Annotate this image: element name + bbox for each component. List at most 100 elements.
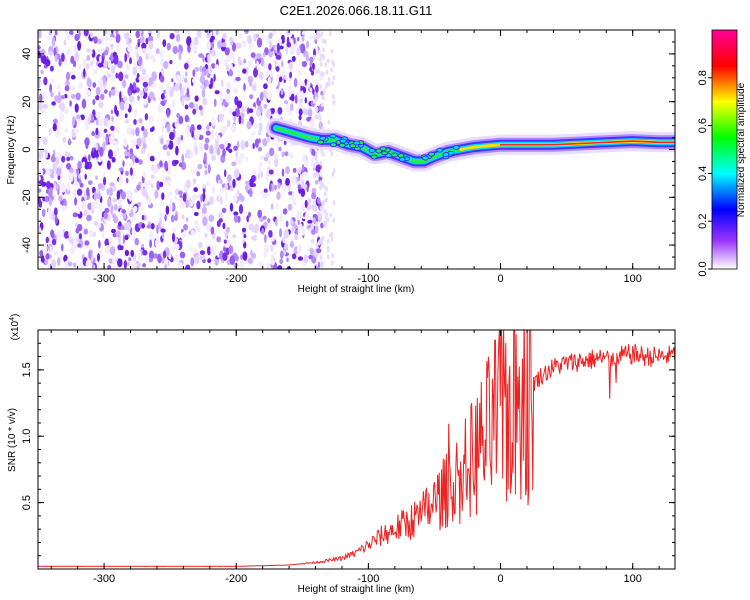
noise-speckle bbox=[260, 170, 264, 179]
noise-speckle bbox=[196, 124, 202, 130]
noise-speckle bbox=[251, 223, 254, 233]
noise-speckle bbox=[66, 182, 71, 192]
noise-speckle bbox=[160, 49, 164, 60]
noise-speckle bbox=[84, 137, 90, 147]
noise-speckle bbox=[45, 59, 51, 67]
noise-speckle bbox=[115, 110, 119, 117]
noise-speckle bbox=[87, 180, 93, 186]
noise-speckle bbox=[280, 70, 285, 78]
noise-speckle bbox=[225, 81, 232, 89]
noise-speckle bbox=[159, 85, 163, 91]
x-tick-label: 0 bbox=[497, 573, 503, 585]
noise-speckle bbox=[222, 252, 228, 261]
noise-speckle bbox=[147, 49, 151, 58]
noise-speckle bbox=[86, 214, 92, 222]
noise-speckle bbox=[198, 142, 205, 152]
noise-speckle bbox=[267, 218, 271, 223]
noise-speckle bbox=[243, 58, 246, 64]
x-tick-label: -100 bbox=[357, 573, 379, 585]
noise-speckle bbox=[330, 151, 334, 157]
noise-speckle bbox=[158, 190, 161, 200]
noise-speckle bbox=[85, 122, 89, 130]
noise-speckle bbox=[136, 52, 140, 61]
noise-speckle bbox=[118, 221, 122, 227]
noise-speckle bbox=[330, 236, 334, 242]
noise-speckle bbox=[164, 214, 167, 222]
noise-speckle bbox=[252, 142, 255, 149]
colorbar-tick-label: 0.8 bbox=[697, 70, 709, 85]
noise-speckle bbox=[181, 153, 184, 163]
noise-speckle bbox=[210, 118, 216, 127]
noise-speckle bbox=[129, 167, 133, 176]
spectrogram-x-label: Height of straight line (km) bbox=[298, 284, 415, 295]
noise-speckle bbox=[149, 155, 155, 161]
noise-speckle bbox=[263, 61, 267, 70]
noise-speckle bbox=[278, 45, 284, 50]
noise-speckle bbox=[86, 48, 92, 53]
noise-speckle bbox=[92, 264, 96, 269]
noise-speckle bbox=[176, 262, 183, 268]
noise-speckle bbox=[51, 101, 56, 106]
noise-speckle bbox=[116, 190, 121, 201]
noise-speckle bbox=[50, 78, 55, 84]
noise-speckle bbox=[148, 40, 154, 50]
noise-speckle bbox=[186, 87, 190, 98]
noise-speckle bbox=[251, 131, 255, 136]
noise-speckle bbox=[309, 34, 315, 40]
noise-speckle bbox=[105, 136, 109, 146]
noise-speckle bbox=[146, 224, 152, 229]
noise-speckle bbox=[124, 53, 128, 63]
noise-speckle bbox=[287, 203, 293, 211]
snr-multiplier-exponent: 4 bbox=[9, 317, 16, 321]
noise-speckle bbox=[309, 66, 313, 72]
noise-speckle bbox=[220, 126, 226, 135]
noise-speckle bbox=[144, 255, 149, 262]
noise-speckle bbox=[90, 60, 93, 67]
noise-speckle bbox=[274, 184, 277, 191]
noise-speckle bbox=[44, 149, 48, 159]
noise-speckle bbox=[163, 119, 167, 124]
noise-speckle bbox=[313, 249, 317, 255]
noise-speckle bbox=[290, 89, 295, 95]
noise-speckle bbox=[232, 234, 237, 239]
noise-speckle bbox=[319, 61, 323, 67]
noise-speckle bbox=[272, 30, 276, 37]
noise-speckle bbox=[142, 142, 147, 149]
colorbar-gradient bbox=[711, 29, 738, 270]
noise-speckle bbox=[185, 217, 189, 222]
noise-speckle bbox=[280, 60, 284, 68]
noise-speckle bbox=[78, 82, 83, 90]
noise-speckle bbox=[301, 164, 305, 172]
noise-speckle bbox=[298, 98, 303, 103]
noise-speckle bbox=[223, 239, 227, 244]
noise-speckle bbox=[307, 219, 313, 224]
noise-speckle bbox=[259, 161, 263, 167]
noise-speckle bbox=[118, 167, 124, 172]
noise-speckle bbox=[79, 182, 84, 188]
noise-speckle bbox=[241, 106, 245, 112]
noise-speckle bbox=[330, 260, 334, 266]
noise-speckle bbox=[237, 56, 241, 62]
noise-speckle bbox=[69, 246, 76, 255]
noise-speckle bbox=[156, 224, 159, 234]
noise-speckle bbox=[320, 222, 324, 229]
noise-speckle bbox=[202, 192, 206, 202]
noise-speckle bbox=[110, 109, 114, 115]
noise-speckle bbox=[159, 211, 164, 219]
noise-speckle bbox=[240, 112, 245, 118]
noise-speckle bbox=[229, 255, 236, 266]
noise-speckle bbox=[174, 30, 180, 34]
noise-speckle bbox=[246, 107, 250, 115]
noise-speckle bbox=[66, 156, 71, 162]
noise-speckle bbox=[124, 113, 128, 119]
noise-speckle bbox=[228, 63, 233, 69]
noise-speckle bbox=[97, 253, 100, 262]
noise-speckle bbox=[98, 48, 103, 53]
noise-speckle bbox=[323, 38, 327, 45]
noise-speckle bbox=[215, 30, 219, 36]
noise-speckle bbox=[210, 41, 215, 49]
noise-speckle bbox=[204, 143, 209, 151]
noise-speckle bbox=[121, 209, 127, 214]
noise-speckle bbox=[83, 30, 89, 37]
noise-speckle bbox=[120, 245, 124, 250]
